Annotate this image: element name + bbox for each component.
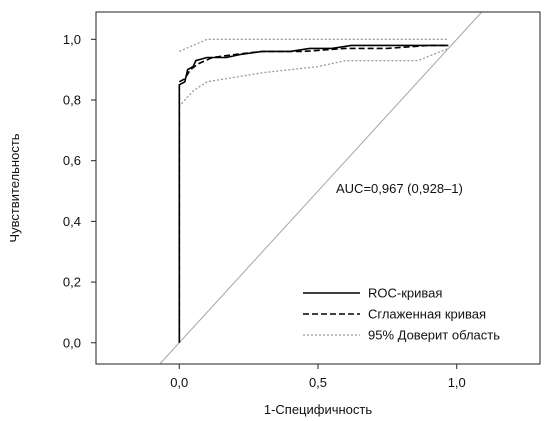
x-axis-ticks: 0,0 0,5 1,0 xyxy=(170,364,466,390)
y-tick-label: 0,2 xyxy=(63,275,81,290)
x-axis-label: 1-Специфичность xyxy=(264,402,373,417)
y-axis-label: Чувствительность xyxy=(7,133,22,242)
roc-curve-line xyxy=(178,44,449,343)
y-axis-ticks: 0,0 0,2 0,4 0,6 0,8 1,0 xyxy=(63,32,96,350)
legend-label: 95% Доверит область xyxy=(368,328,500,343)
x-tick-label: 0,0 xyxy=(170,375,188,390)
legend-label: Сглаженная кривая xyxy=(368,307,486,322)
y-tick-label: 0,6 xyxy=(63,153,81,168)
legend-label: ROC-кривая xyxy=(368,286,442,301)
plot-area xyxy=(159,12,483,364)
y-tick-label: 0,4 xyxy=(63,214,81,229)
y-tick-label: 1,0 xyxy=(63,32,81,47)
confidence-band-line-2 xyxy=(179,38,449,52)
x-tick-label: 1,0 xyxy=(448,375,466,390)
chart-legend: ROC-кривая Сглаженная кривая 95% Доверит о… xyxy=(303,286,500,343)
y-tick-label: 0,8 xyxy=(63,93,81,108)
auc-annotation: AUC=0,967 (0,928–1) xyxy=(336,181,463,196)
y-tick-label: 0,0 xyxy=(63,335,81,350)
x-tick-label: 0,5 xyxy=(309,375,327,390)
reference-diagonal-line xyxy=(159,12,483,364)
smoothed-curve-line xyxy=(178,44,449,343)
